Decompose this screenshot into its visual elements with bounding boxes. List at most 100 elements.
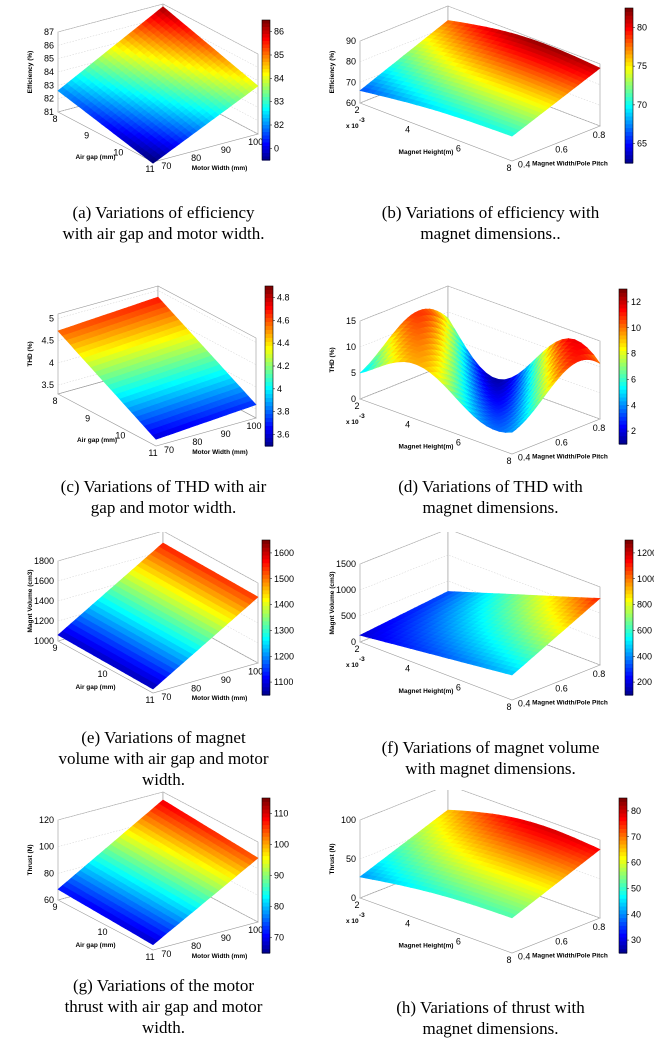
colorbar-band	[625, 39, 633, 44]
colorbar-band	[625, 691, 633, 696]
panel-f: 0 500 1000 1500 2 4 6 8 0.4 0.6 0.8 Magnt Volume (c…	[327, 532, 654, 778]
y-tick-label: 90	[221, 429, 231, 439]
colorbar-band	[262, 563, 270, 568]
colorbar-band	[262, 805, 270, 811]
colorbar-band	[262, 941, 270, 946]
x-tick-label: 10	[115, 431, 125, 441]
colorbar-band	[265, 362, 273, 367]
colorbar-band	[262, 41, 270, 46]
y-tick-label: 70	[164, 445, 174, 455]
colorbar-tick-label: 110	[274, 809, 288, 819]
colorbar-band	[262, 567, 270, 572]
z-axis-label: Efficiency (%)	[329, 51, 336, 94]
z-gridline	[359, 363, 601, 420]
colorbar-band	[625, 108, 633, 114]
colorbar-band	[262, 65, 270, 70]
colorbar-band	[262, 97, 270, 102]
colorbar-band	[265, 306, 273, 311]
z-tick-label: 4	[49, 358, 54, 368]
caption-g: (g) Variations of the motor thrust with …	[64, 976, 263, 1037]
x-tick-label: 4	[405, 419, 410, 429]
colorbar-band	[625, 605, 633, 611]
colorbar-band	[262, 578, 270, 584]
colorbar-band	[625, 89, 633, 94]
colorbar-band	[265, 290, 273, 295]
z-axis-label: Magnt Volume (cm3)	[27, 569, 34, 632]
y-tick-label: 90	[221, 145, 231, 155]
colorbar-band	[262, 636, 270, 642]
z-tick-label: 4.5	[41, 336, 54, 346]
surface	[57, 542, 259, 690]
colorbar-band	[262, 898, 270, 904]
z-axis-label: THD (%)	[27, 341, 34, 366]
colorbar-band	[262, 894, 270, 900]
colorbar-band	[262, 660, 270, 665]
colorbar-band	[262, 51, 270, 56]
z-tick-label: 3.5	[41, 380, 54, 390]
colorbar-band	[262, 640, 270, 646]
colorbar: 12001000800600400200	[624, 539, 654, 696]
colorbar-band	[262, 547, 270, 553]
colorbar-band	[619, 308, 627, 313]
x-tick-label: 11	[148, 448, 157, 458]
colorbar-tick-label: 1500	[274, 574, 294, 584]
colorbar-tick-label: 85	[274, 50, 284, 60]
x-exponent-label: -3	[359, 413, 365, 420]
caption-f: (f) Variations of magnet volume with mag…	[381, 738, 600, 778]
colorbar-band	[265, 418, 273, 423]
colorbar-band	[619, 323, 627, 329]
colorbar-band	[265, 310, 273, 315]
colorbar-band	[625, 135, 633, 141]
colorbar-band	[625, 147, 633, 152]
z-gridline	[359, 285, 601, 342]
colorbar-band	[619, 304, 627, 309]
colorbar-band	[619, 327, 627, 333]
colorbar-band	[625, 77, 633, 83]
colorbar-band	[265, 438, 273, 443]
colorbar-band	[265, 430, 273, 435]
colorbar-band	[265, 346, 273, 351]
colorbar-band	[625, 563, 633, 568]
colorbar-band	[262, 821, 270, 826]
colorbar-band	[625, 625, 633, 630]
colorbar-band	[262, 922, 270, 927]
colorbar-band	[625, 567, 633, 572]
colorbar-band	[262, 691, 270, 696]
colorbar-band	[625, 46, 633, 52]
colorbar-band	[625, 543, 633, 549]
colorbar-band	[262, 629, 270, 634]
colorbar-tick-label: 4.8	[277, 292, 290, 302]
colorbar-band	[625, 27, 633, 32]
colorbar-band	[262, 852, 270, 857]
colorbar-band	[625, 547, 633, 553]
x-tick-label: 11	[145, 164, 154, 174]
colorbar-tick-label: 4.2	[277, 361, 290, 371]
y-tick-label: 70	[161, 161, 171, 171]
z-gridline	[57, 791, 259, 843]
colorbar-band	[619, 397, 627, 402]
colorbar-band	[262, 925, 270, 931]
colorbar-band	[265, 350, 273, 355]
z-tick-label: 84	[44, 67, 54, 77]
colorbar-band	[262, 809, 270, 815]
colorbar-band	[262, 664, 270, 669]
colorbar-tick-label: 70	[274, 933, 284, 943]
colorbar-band	[625, 81, 633, 87]
colorbar-band	[619, 354, 627, 360]
colorbar-band	[265, 406, 273, 411]
x-tick-label: 11	[145, 695, 154, 705]
colorbar-band	[625, 540, 633, 545]
surface	[57, 6, 259, 164]
colorbar-band	[262, 55, 270, 60]
colorbar-band	[262, 860, 270, 865]
colorbar-band	[262, 856, 270, 861]
z-tick-label: 500	[341, 611, 356, 621]
colorbar-band	[265, 354, 273, 359]
colorbar-band	[625, 85, 633, 90]
surface	[57, 799, 259, 946]
panel-d: 0 5 10 15 2 4 6 8 0.4 0.6 0.8 THD (%) Magnet Height(…	[327, 276, 654, 517]
colorbar-band	[262, 675, 270, 681]
